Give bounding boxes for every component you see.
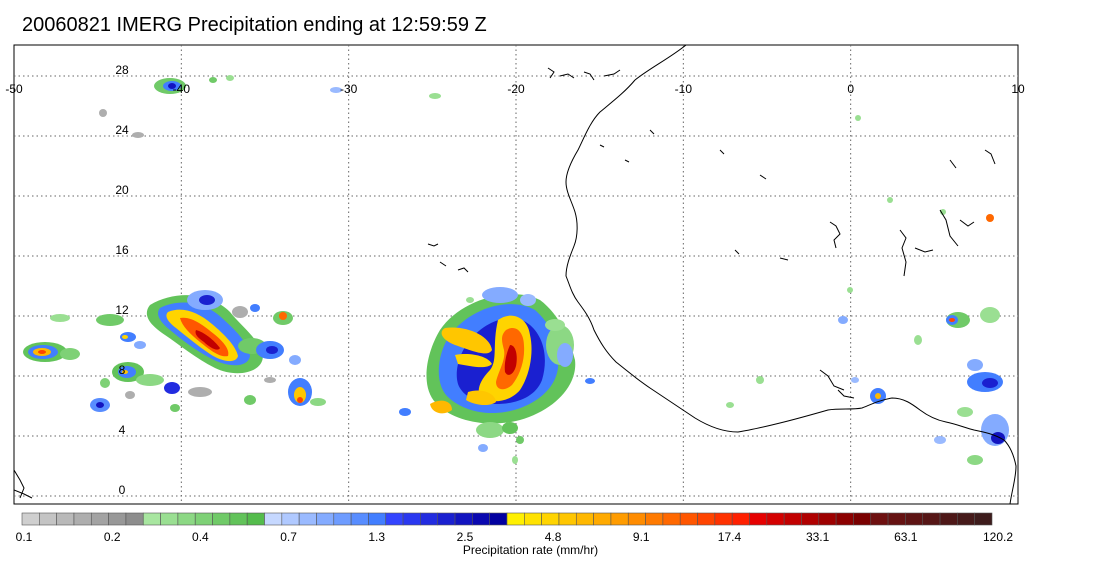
colorbar-swatch bbox=[108, 512, 127, 526]
colorbar-swatch bbox=[766, 512, 785, 526]
colorbar-swatch bbox=[593, 512, 612, 526]
colorbar-swatch bbox=[454, 512, 473, 526]
lon-tick-label: -10 bbox=[675, 82, 693, 96]
colorbar-swatch bbox=[783, 512, 802, 526]
colorbar-tick-label: 0.7 bbox=[280, 530, 297, 544]
colorbar-swatch bbox=[264, 512, 283, 526]
lon-tick-label: -40 bbox=[173, 82, 191, 96]
colorbar-tick-label: 33.1 bbox=[806, 530, 830, 544]
colorbar-tick-label: 0.4 bbox=[192, 530, 209, 544]
colorbar-swatch bbox=[610, 512, 629, 526]
latitude-labels: 28 24 20 16 12 8 4 0 bbox=[115, 63, 129, 497]
colorbar-swatch bbox=[281, 512, 300, 526]
colorbar-swatch bbox=[21, 512, 40, 526]
colorbar-swatch bbox=[212, 512, 231, 526]
colorbar-tick-label: 2.5 bbox=[457, 530, 474, 544]
map-title: 20060821 IMERG Precipitation ending at 1… bbox=[22, 14, 487, 36]
colorbar-swatch bbox=[472, 512, 490, 526]
colorbar-swatch bbox=[558, 512, 577, 526]
colorbar-swatch bbox=[160, 512, 179, 526]
colorbar-swatch bbox=[246, 512, 265, 526]
colorbar-tick-label: 1.3 bbox=[368, 530, 385, 544]
colorbar-swatch bbox=[679, 512, 698, 526]
colorbar-swatch bbox=[957, 512, 975, 526]
colorbar-swatch bbox=[749, 512, 768, 526]
lat-tick-label: 8 bbox=[119, 363, 126, 377]
colorbar-swatch bbox=[90, 512, 109, 526]
lat-tick-label: 20 bbox=[115, 183, 129, 197]
colorbar-swatch bbox=[801, 512, 820, 526]
coastline bbox=[14, 45, 1017, 504]
lat-tick-label: 0 bbox=[119, 483, 126, 497]
colorbar-swatch bbox=[627, 512, 646, 526]
lon-tick-label: -20 bbox=[507, 82, 525, 96]
colorbar-tick-label: 4.8 bbox=[545, 530, 562, 544]
colorbar bbox=[21, 512, 993, 526]
precip-cell bbox=[146, 295, 263, 374]
lon-tick-label: 0 bbox=[847, 82, 854, 96]
lon-tick-label: 10 bbox=[1011, 82, 1025, 96]
colorbar-swatch bbox=[316, 512, 335, 526]
colorbar-swatch bbox=[506, 512, 525, 526]
colorbar-tick-label: 120.2 bbox=[983, 530, 1013, 544]
colorbar-tick-label: 0.1 bbox=[16, 530, 33, 544]
colorbar-tick-label: 17.4 bbox=[718, 530, 742, 544]
colorbar-swatch bbox=[887, 512, 906, 526]
colorbar-swatch bbox=[56, 512, 75, 526]
colorbar-title-text: Precipitation rate (mm/hr) bbox=[462, 543, 599, 557]
colorbar-swatch bbox=[731, 512, 750, 526]
precip-cell bbox=[426, 294, 576, 424]
lon-tick-label: -30 bbox=[340, 82, 358, 96]
colorbar-swatch bbox=[905, 512, 924, 526]
colorbar-swatch bbox=[853, 512, 872, 526]
colorbar-title: Precipitation rate (mm/hr) bbox=[0, 543, 1101, 557]
lat-tick-label: 16 bbox=[115, 243, 129, 257]
colorbar-swatch bbox=[489, 512, 508, 526]
colorbar-swatch bbox=[229, 512, 248, 526]
colorbar-swatch bbox=[575, 512, 594, 526]
colorbar-tick-label: 0.2 bbox=[104, 530, 121, 544]
longitude-labels: -50 -40 -30 -20 -10 0 10 bbox=[5, 82, 1025, 96]
colorbar-swatch bbox=[524, 512, 542, 526]
colorbar-swatch bbox=[125, 512, 144, 526]
lat-tick-label: 4 bbox=[119, 423, 126, 437]
precipitation-field bbox=[23, 75, 1009, 465]
colorbar-swatch bbox=[645, 512, 664, 526]
colorbar-swatch bbox=[697, 512, 716, 526]
colorbar-swatch bbox=[541, 512, 560, 526]
colorbar-tick-label: 9.1 bbox=[633, 530, 650, 544]
colorbar-swatch bbox=[835, 512, 854, 526]
colorbar-swatch bbox=[194, 512, 213, 526]
colorbar-swatch bbox=[818, 512, 837, 526]
colorbar-swatch bbox=[662, 512, 681, 526]
colorbar-swatch bbox=[350, 512, 369, 526]
colorbar-swatch bbox=[974, 512, 993, 526]
colorbar-swatch bbox=[939, 512, 958, 526]
colorbar-swatch bbox=[437, 512, 456, 526]
precip-cell bbox=[23, 342, 67, 362]
colorbar-swatch bbox=[870, 512, 889, 526]
lat-tick-label: 24 bbox=[115, 123, 129, 137]
colorbar-swatch bbox=[922, 512, 941, 526]
lat-tick-label: 28 bbox=[115, 63, 129, 77]
colorbar-swatch bbox=[368, 512, 387, 526]
colorbar-swatch bbox=[73, 512, 92, 526]
colorbar-swatch bbox=[39, 512, 57, 526]
lat-tick-label: 12 bbox=[115, 303, 129, 317]
colorbar-tick-labels: 0.1 0.2 0.4 0.7 1.3 2.5 4.8 9.1 17.4 33.1 63.1 120.… bbox=[16, 530, 1014, 544]
colorbar-swatch bbox=[385, 512, 404, 526]
colorbar-swatch bbox=[402, 512, 421, 526]
colorbar-swatch bbox=[298, 512, 317, 526]
colorbar-swatch bbox=[177, 512, 196, 526]
colorbar-swatch bbox=[142, 512, 161, 526]
colorbar-swatch bbox=[714, 512, 733, 526]
colorbar-swatch bbox=[333, 512, 352, 526]
lon-tick-label: -50 bbox=[5, 82, 23, 96]
colorbar-swatch bbox=[420, 512, 439, 526]
colorbar-tick-label: 63.1 bbox=[894, 530, 918, 544]
